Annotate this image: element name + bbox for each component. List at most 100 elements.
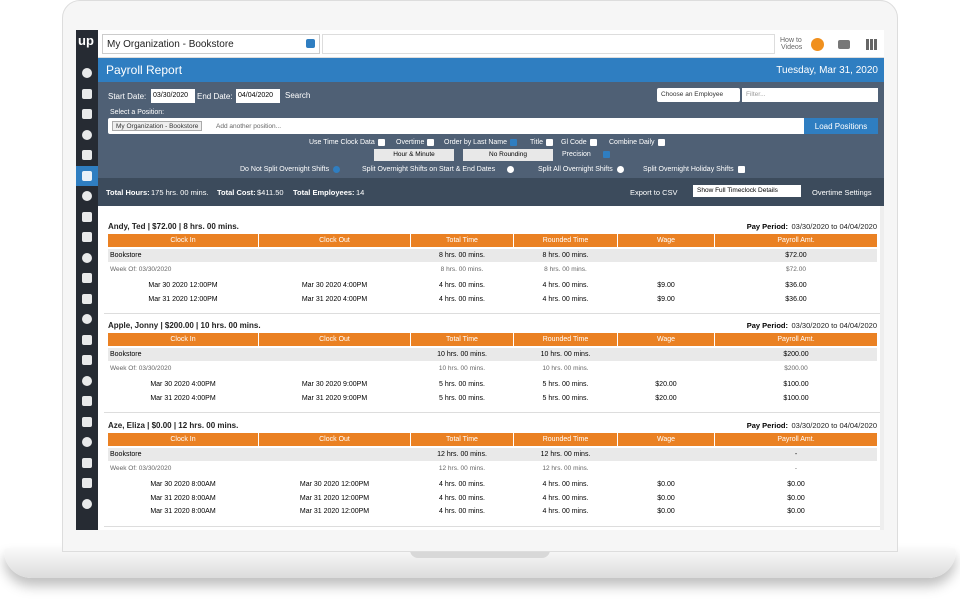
header-bar xyxy=(98,58,884,82)
sidebar-icon[interactable] xyxy=(82,457,92,468)
sidebar-icon[interactable] xyxy=(82,273,92,283)
column-header-text: Clock In xyxy=(170,336,196,343)
sidebar-icon[interactable] xyxy=(82,498,92,509)
shift-cell: 4 hrs. 00 mins. xyxy=(542,282,589,289)
shift-cell: Mar 31 2020 8:00AM xyxy=(150,494,216,502)
date-input[interactable]: 03/30/2020 xyxy=(151,89,195,103)
checkbox[interactable] xyxy=(617,166,624,173)
checkbox[interactable] xyxy=(738,166,745,173)
checkbox[interactable] xyxy=(658,139,665,146)
week-amount: $200.00 xyxy=(784,365,808,372)
how-to[interactable]: Videos xyxy=(781,44,803,51)
sidebar-icon[interactable] xyxy=(82,375,92,386)
position-name: Bookstore xyxy=(110,252,142,259)
sidebar-icon[interactable] xyxy=(82,437,92,447)
checkbox[interactable] xyxy=(510,139,517,146)
column-header-text: Clock In xyxy=(170,436,196,443)
column-header xyxy=(618,234,714,247)
checkbox[interactable] xyxy=(590,139,597,146)
shift-cell: 4 hrs. 00 mins. xyxy=(542,295,589,303)
apps-icon[interactable] xyxy=(866,39,877,50)
sidebar-icon[interactable] xyxy=(82,129,92,140)
position-input[interactable] xyxy=(108,118,804,134)
week-amount: $72.00 xyxy=(786,266,806,273)
checkbox-label: Order by Last Name xyxy=(444,139,508,146)
radio-label: Split All Overnight Shifts xyxy=(538,166,613,173)
rounding-select[interactable]: No Rounding xyxy=(463,149,553,161)
export-button[interactable]: Export to CSV xyxy=(630,188,678,197)
overtime-settings[interactable]: Overtime Settings xyxy=(812,188,872,197)
sidebar-icon[interactable] xyxy=(82,211,92,222)
shift-cell: 4 hrs. 00 mins. xyxy=(439,481,485,488)
position-amount: $72.00 xyxy=(785,252,807,259)
pay-period-label: Pay Period: xyxy=(746,321,788,330)
checkbox[interactable] xyxy=(378,139,385,146)
sidebar-icon[interactable] xyxy=(82,170,92,181)
sidebar-icon[interactable] xyxy=(82,314,92,324)
pay-period-label: Pay Period: xyxy=(746,222,788,231)
column-header xyxy=(618,433,714,446)
sidebar-icon[interactable] xyxy=(82,293,92,304)
column-header-text: Rounded Time xyxy=(542,336,589,343)
sidebar-icon[interactable] xyxy=(82,109,92,119)
sidebar-icon[interactable] xyxy=(82,252,92,263)
column-header-text: Total Time xyxy=(446,237,478,244)
shift-cell: 4 hrs. 00 mins. xyxy=(542,481,589,488)
sidebar-icon[interactable] xyxy=(82,150,92,160)
shift-cell: Mar 30 2020 9:00PM xyxy=(301,381,368,388)
filter-input[interactable]: Filter... xyxy=(742,88,878,102)
sidebar-icon[interactable] xyxy=(82,68,92,78)
column-header-text: Payroll Amt. xyxy=(777,336,815,343)
radio-label: Do Not Split Overnight Shifts xyxy=(240,166,330,173)
sidebar-icon[interactable] xyxy=(82,88,92,99)
checkbox[interactable] xyxy=(427,139,434,146)
sidebar-icon[interactable] xyxy=(82,191,92,201)
column-header-text: Payroll Amt. xyxy=(777,436,815,443)
checkbox[interactable] xyxy=(507,166,514,173)
position-tag[interactable]: My Organization - Bookstore xyxy=(112,121,203,131)
shift-cell: $0.00 xyxy=(657,508,675,515)
checkbox[interactable] xyxy=(333,166,340,173)
sidebar-icon[interactable] xyxy=(82,334,92,345)
help-icon[interactable] xyxy=(811,38,824,51)
column-header xyxy=(259,234,410,247)
week-rounded: 12 hrs. 00 mins. xyxy=(542,465,589,472)
checkbox[interactable] xyxy=(546,139,553,146)
column-header-text: Total Time xyxy=(446,436,478,443)
sidebar-icon[interactable] xyxy=(82,355,92,365)
shift-cell: 4 hrs. 00 mins. xyxy=(439,494,485,502)
how-to[interactable]: How to xyxy=(780,37,802,44)
label: End Date: xyxy=(197,92,233,101)
shift-cell: 4 hrs. 00 mins. xyxy=(542,508,589,515)
shift-cell: $20.00 xyxy=(655,381,677,388)
shift-cell: $9.00 xyxy=(657,282,675,289)
employee-name: Aze, Eliza | $0.00 | 12 hrs. 00 mins. xyxy=(108,421,239,430)
print-icon[interactable] xyxy=(838,40,850,49)
radio-label: Split Overnight Shifts on Start & End Da… xyxy=(362,166,496,173)
search-button[interactable]: Search xyxy=(285,91,311,100)
org-select[interactable]: My Organization - Bookstore xyxy=(102,34,320,54)
shift-cell: $0.00 xyxy=(657,494,675,502)
employee-select[interactable]: Choose an Employee xyxy=(657,88,740,102)
column-header-text: Total Time xyxy=(446,336,478,343)
page-title: Payroll Report xyxy=(106,63,183,77)
load-button[interactable]: Load Positions xyxy=(804,118,878,134)
time-format-select[interactable]: Hour & Minute xyxy=(374,149,454,161)
label: Start Date: xyxy=(108,92,147,101)
column-header-text: Rounded Time xyxy=(542,237,589,244)
column-header xyxy=(108,433,258,446)
sidebar-icon[interactable] xyxy=(82,478,92,488)
checkbox[interactable] xyxy=(603,151,610,158)
date-input[interactable]: 04/04/2020 xyxy=(236,89,280,103)
position-rounded: 10 hrs. 00 mins. xyxy=(540,351,591,358)
details-select[interactable]: Show Full Timeclock Details xyxy=(693,185,801,197)
shift-cell: $100.00 xyxy=(783,394,809,402)
position-total: 10 hrs. 00 mins. xyxy=(437,351,487,358)
shift-cell: $0.00 xyxy=(787,508,805,515)
position-row xyxy=(108,249,877,262)
sidebar-icon[interactable] xyxy=(82,416,92,427)
sidebar-icon[interactable] xyxy=(82,396,92,406)
column-header xyxy=(715,333,877,346)
sidebar-icon[interactable] xyxy=(82,232,92,242)
week-label: Week Of: 03/30/2020 xyxy=(110,266,172,273)
